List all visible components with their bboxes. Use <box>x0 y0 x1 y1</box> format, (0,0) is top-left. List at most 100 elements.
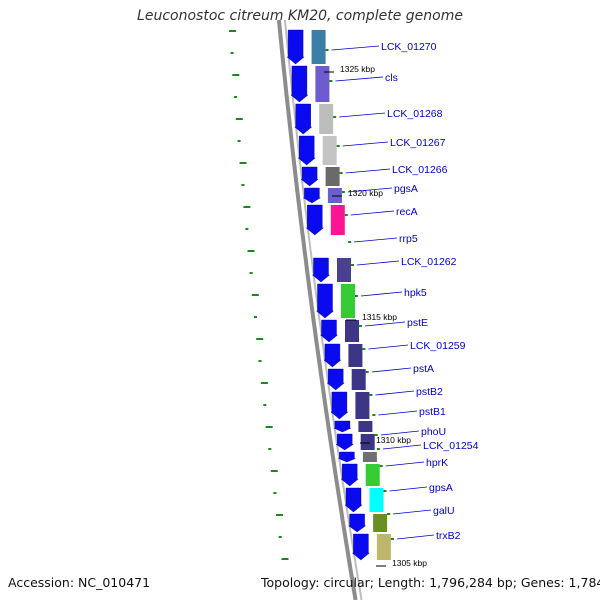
cog-block-gpsa <box>369 488 384 512</box>
cds-arrow-hpk5[interactable] <box>315 283 335 319</box>
gene-label-lck_01267[interactable]: LCK_01267 <box>390 137 446 149</box>
leader-mark <box>359 325 362 327</box>
cds-arrow-lck_01266[interactable] <box>300 166 319 187</box>
leader-mark <box>379 465 383 467</box>
cds-arrow-pstb2[interactable] <box>330 391 349 420</box>
leader-mark <box>336 145 340 147</box>
leader-mark <box>344 214 348 216</box>
cog-block-lck_01267 <box>322 136 337 165</box>
leader-mark <box>348 241 352 243</box>
gc-skew-mark <box>260 382 268 384</box>
cds-arrow-lck_01267[interactable] <box>297 135 316 166</box>
gene-label-psta[interactable]: pstA <box>413 363 434 375</box>
gene-label-galu[interactable]: galU <box>433 505 455 517</box>
cds-arrow-cls[interactable] <box>290 65 309 103</box>
cog-block-lck_01270 <box>311 30 326 64</box>
cog-block-hpk5 <box>341 284 355 318</box>
gene-label-trxb2[interactable]: trxB2 <box>436 530 461 542</box>
gc-skew-mark <box>281 558 289 560</box>
leader-line-pste <box>364 321 406 327</box>
leader-line-phou <box>380 430 420 436</box>
cog-block-pste <box>345 320 359 342</box>
leader-line-lck_01259 <box>368 344 409 350</box>
cds-arrow-lck_01254[interactable] <box>338 451 356 463</box>
cds-arrow-pstb1[interactable] <box>333 420 351 433</box>
cog-block-cls <box>315 66 330 102</box>
cog-block-lck_01259 <box>348 344 363 367</box>
gc-skew-mark <box>243 206 251 208</box>
tick-label-1325: 1325 kbp <box>340 64 375 74</box>
leader-mark <box>365 371 369 373</box>
gene-label-pstb1[interactable]: pstB1 <box>419 406 446 418</box>
gc-skew-mark <box>247 250 255 252</box>
cds-arrow-psta[interactable] <box>326 368 345 391</box>
cds-arrow-lck_01259[interactable] <box>323 343 342 368</box>
leader-mark <box>339 172 343 174</box>
cds-arrow-hprk[interactable] <box>340 463 359 487</box>
leader-mark <box>387 513 391 515</box>
leader-line-lck_01262 <box>356 260 400 266</box>
tick-label-1320: 1320 kbp <box>348 188 383 198</box>
gc-skew-mark <box>270 470 278 472</box>
gene-label-pgsa[interactable]: pgsA <box>394 183 418 195</box>
leader-mark <box>362 348 366 350</box>
cds-arrow-galu[interactable] <box>347 513 367 533</box>
gene-label-phou[interactable]: phoU <box>421 426 446 438</box>
leader-line-hpk5 <box>360 291 403 297</box>
cds-arrow-lck_01262[interactable] <box>311 257 331 283</box>
gene-label-lck_01270[interactable]: LCK_01270 <box>381 41 437 53</box>
gc-skew-mark <box>263 404 267 406</box>
cds-arrow-lck_01268[interactable] <box>294 103 313 135</box>
gene-label-reca[interactable]: recA <box>396 206 418 218</box>
genome-summary-text: Topology: circular; Length: 1,796,284 bp… <box>261 575 600 590</box>
gc-skew-mark <box>232 74 240 76</box>
leader-mark <box>325 49 329 51</box>
leader-line-lck_01268 <box>339 112 386 118</box>
gene-label-pste[interactable]: pstE <box>407 317 428 329</box>
gene-label-lck_01262[interactable]: LCK_01262 <box>401 256 457 268</box>
gc-skew-mark <box>251 294 259 296</box>
gene-label-lck_01254[interactable]: LCK_01254 <box>423 440 479 452</box>
leader-mark <box>333 116 337 118</box>
leader-line-trxb2 <box>396 534 435 540</box>
genome-title: Leuconostoc citreum KM20, complete genom… <box>137 8 463 24</box>
gene-label-lck_01268[interactable]: LCK_01268 <box>387 108 443 120</box>
gene-label-lck_01266[interactable]: LCK_01266 <box>392 164 448 176</box>
leader-line-cls <box>335 76 384 82</box>
gc-skew-track <box>229 30 289 560</box>
position-ticks: 1325 kbp 1320 kbp 1315 kbp 1310 kbp 1305 kbp <box>324 64 427 568</box>
gc-skew-mark <box>258 360 262 362</box>
tick-label-1305: 1305 kbp <box>392 558 427 568</box>
gc-skew-mark <box>256 338 264 340</box>
cds-arrow-gpsa[interactable] <box>344 487 363 513</box>
cog-block-hprk <box>365 464 380 486</box>
cog-block-pstb2 <box>355 392 370 419</box>
cds-arrow-phou[interactable] <box>335 433 354 451</box>
cds-arrow-pgsa[interactable] <box>302 187 322 204</box>
leader-line-rrp5 <box>354 237 398 243</box>
gene-label-lck_01259[interactable]: LCK_01259 <box>410 340 466 352</box>
leader-line-lck_01254 <box>382 444 422 450</box>
gene-label-cls[interactable]: cls <box>385 72 398 84</box>
cds-arrow-lck_01270[interactable] <box>286 29 305 65</box>
leader-mark <box>341 191 345 193</box>
leader-line-pgsa <box>347 187 393 193</box>
gc-skew-mark <box>230 52 234 54</box>
gene-label-pstb2[interactable]: pstB2 <box>416 386 443 398</box>
leader-mark <box>329 80 333 82</box>
cds-arrow-trxb2[interactable] <box>351 533 370 561</box>
gene-label-hprk[interactable]: hprK <box>426 457 448 469</box>
gene-label-gpsa[interactable]: gpsA <box>429 482 453 494</box>
leader-line-lck_01270 <box>331 45 380 51</box>
leader-line-gpsa <box>389 486 428 492</box>
gene-label-rrp5[interactable]: rrp5 <box>399 233 418 245</box>
gc-skew-mark <box>234 96 237 98</box>
cds-arrow-reca[interactable] <box>305 204 324 236</box>
backbone-outer-line <box>276 19 358 600</box>
leader-mark <box>376 448 380 450</box>
accession-text: Accession: NC_010471 <box>8 575 151 590</box>
cds-arrow-pste[interactable] <box>319 319 339 343</box>
gene-label-hpk5[interactable]: hpk5 <box>404 287 427 299</box>
